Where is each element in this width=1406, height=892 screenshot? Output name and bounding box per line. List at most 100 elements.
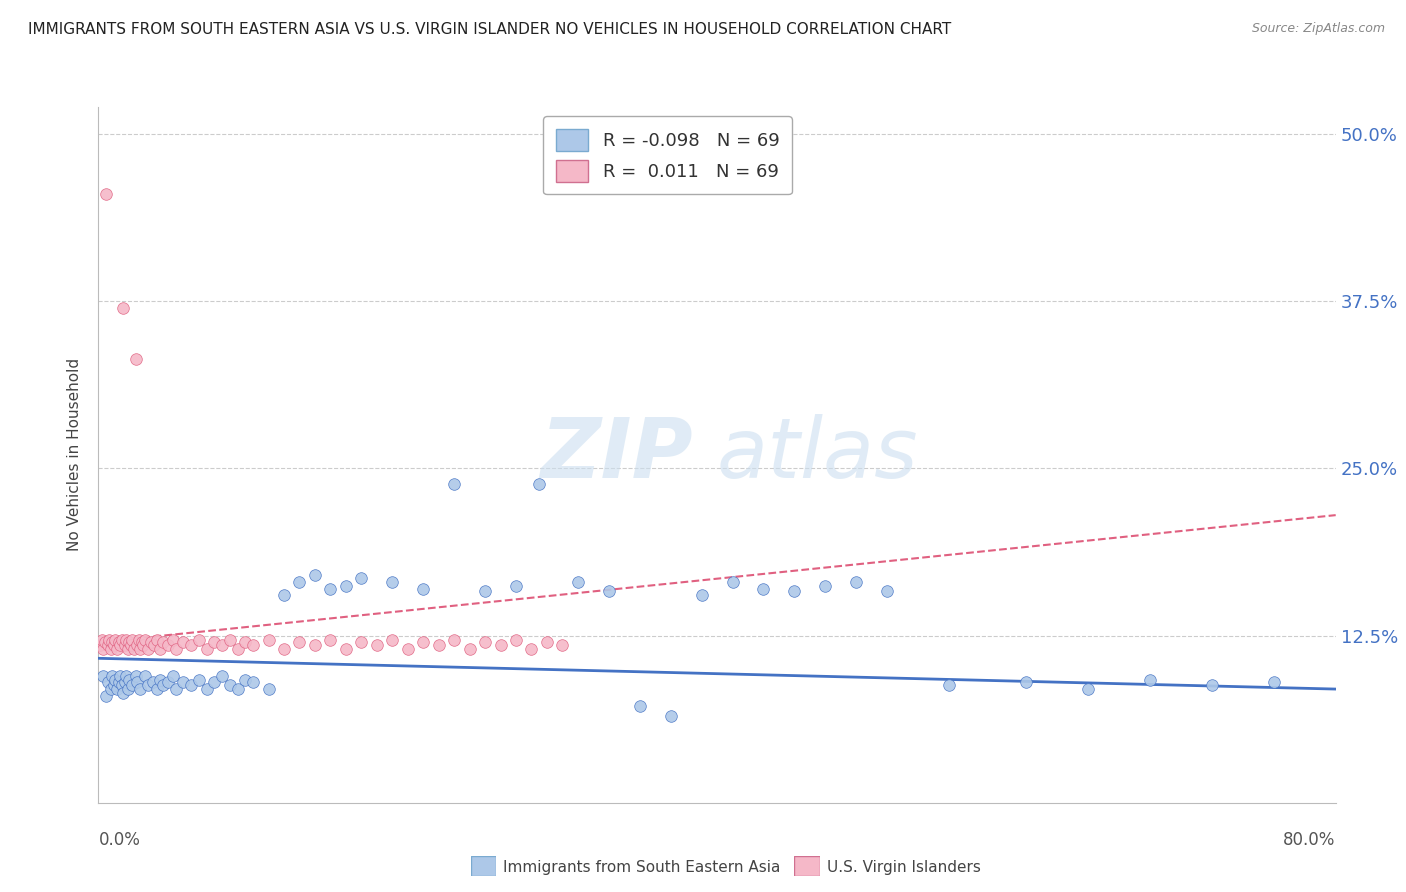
Point <box>101 669 124 683</box>
Point <box>89 638 111 652</box>
Point <box>226 642 249 657</box>
Point <box>412 635 434 649</box>
Point <box>1015 675 1038 690</box>
Point <box>257 632 280 647</box>
Point <box>146 632 169 647</box>
Point <box>288 575 311 590</box>
Point <box>381 632 404 647</box>
Point <box>90 632 112 647</box>
Point <box>97 638 120 652</box>
Point <box>162 632 184 647</box>
Text: ZIP: ZIP <box>540 415 692 495</box>
Point <box>103 638 125 652</box>
Point <box>721 575 744 590</box>
Point <box>122 642 145 657</box>
Point <box>107 675 129 690</box>
Point <box>1139 673 1161 687</box>
Point <box>157 638 180 652</box>
Text: IMMIGRANTS FROM SOUTH EASTERN ASIA VS U.S. VIRGIN ISLANDER NO VEHICLES IN HOUSEH: IMMIGRANTS FROM SOUTH EASTERN ASIA VS U.… <box>28 22 952 37</box>
Point <box>195 681 218 696</box>
Point <box>474 584 496 599</box>
Point <box>136 642 159 657</box>
Point <box>117 642 139 657</box>
Point <box>350 571 373 585</box>
Point <box>115 669 138 683</box>
Point <box>111 678 134 692</box>
Point <box>114 638 136 652</box>
Point <box>427 638 450 652</box>
Point <box>204 675 226 690</box>
Point <box>242 675 264 690</box>
Point <box>1263 675 1285 690</box>
Point <box>107 635 129 649</box>
Point <box>219 678 242 692</box>
Point <box>188 632 211 647</box>
Point <box>112 686 135 700</box>
Point <box>134 632 156 647</box>
Point <box>105 642 128 657</box>
Point <box>124 669 146 683</box>
Point <box>505 632 527 647</box>
Point <box>121 678 143 692</box>
Point <box>529 477 551 491</box>
Point <box>381 575 404 590</box>
Point <box>100 642 122 657</box>
Point <box>115 632 138 647</box>
Point <box>111 632 134 647</box>
Point <box>129 681 152 696</box>
Point <box>242 638 264 652</box>
Point <box>114 675 136 690</box>
Point <box>204 635 226 649</box>
Point <box>118 673 141 687</box>
Point <box>127 638 149 652</box>
Point <box>129 642 152 657</box>
Point <box>152 678 174 692</box>
Point <box>752 582 775 596</box>
Point <box>127 675 149 690</box>
Point <box>118 635 141 649</box>
Point <box>162 669 184 683</box>
Point <box>136 678 159 692</box>
Point <box>117 681 139 696</box>
Point <box>1201 678 1223 692</box>
Point <box>814 579 837 593</box>
Point <box>96 689 118 703</box>
Point <box>195 642 218 657</box>
Point <box>91 642 114 657</box>
Text: Source: ZipAtlas.com: Source: ZipAtlas.com <box>1251 22 1385 36</box>
Point <box>96 187 118 202</box>
Point <box>304 568 326 582</box>
Point <box>180 678 202 692</box>
Point <box>128 632 150 647</box>
Point <box>173 675 195 690</box>
Point <box>108 638 131 652</box>
Point <box>690 589 713 603</box>
Point <box>257 681 280 696</box>
Point <box>143 638 166 652</box>
Point <box>173 635 195 649</box>
Point <box>335 642 357 657</box>
Point <box>489 638 512 652</box>
Text: 80.0%: 80.0% <box>1284 830 1336 848</box>
Point <box>474 635 496 649</box>
Text: Immigrants from South Eastern Asia: Immigrants from South Eastern Asia <box>503 860 780 874</box>
Point <box>180 638 202 652</box>
Point <box>458 642 481 657</box>
Point <box>211 638 233 652</box>
Point <box>100 681 122 696</box>
Point <box>551 638 574 652</box>
Point <box>157 675 180 690</box>
Point <box>149 673 172 687</box>
Point <box>628 699 651 714</box>
Point <box>105 681 128 696</box>
Point <box>235 673 257 687</box>
Point <box>120 638 142 652</box>
Point <box>121 632 143 647</box>
Point <box>396 642 419 657</box>
Point <box>139 635 162 649</box>
Point <box>938 678 960 692</box>
Point <box>219 632 242 647</box>
Point <box>876 584 898 599</box>
Point <box>335 579 357 593</box>
Point <box>131 635 153 649</box>
